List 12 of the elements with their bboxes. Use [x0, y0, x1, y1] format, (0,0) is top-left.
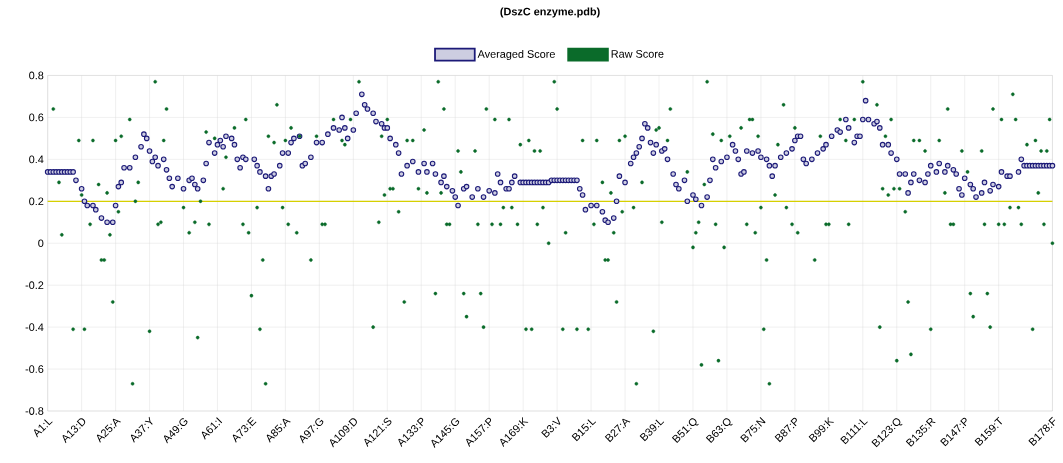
y-tick-label: -0.4: [25, 323, 44, 332]
y-tick-label: 0.6: [29, 113, 44, 122]
y-tick-label: -0.6: [25, 365, 44, 374]
chart-title: (DszC enzyme.pdb): [500, 7, 600, 18]
y-tick-label: -0.8: [25, 407, 44, 416]
y-tick-label: 0.4: [29, 155, 44, 164]
legend-label: Averaged Score: [477, 50, 555, 61]
y-tick-label: 0.8: [29, 71, 44, 80]
legend-label: Raw Score: [611, 50, 664, 58]
y-tick-label: 0: [38, 239, 44, 248]
y-tick-label: -0.2: [25, 281, 44, 290]
y-tick-label: 0.2: [29, 197, 44, 206]
